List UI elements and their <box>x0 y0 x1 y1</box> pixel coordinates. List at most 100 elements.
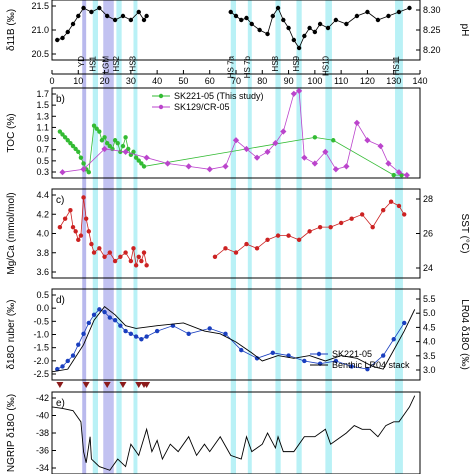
data-point <box>120 143 126 149</box>
data-point <box>302 33 307 39</box>
data-point <box>136 9 141 15</box>
data-point <box>101 145 108 153</box>
data-point <box>206 166 213 173</box>
data-point <box>375 17 381 23</box>
data-point <box>396 9 402 15</box>
y2-tick-label: 8.25 <box>423 25 441 35</box>
y-tick-label: -2.0 <box>33 356 49 366</box>
data-point <box>228 9 233 15</box>
y2-tick-label: 8.30 <box>423 5 441 15</box>
data-point <box>381 353 386 358</box>
data-point <box>239 347 244 353</box>
age-marker-triangle <box>119 382 127 388</box>
data-point <box>391 172 396 178</box>
event-label: HS 7a <box>226 55 235 78</box>
data-point <box>233 250 239 255</box>
data-point <box>107 250 113 255</box>
data-point <box>68 140 73 146</box>
data-point <box>388 199 394 204</box>
data-point <box>391 337 396 342</box>
data-point <box>280 128 287 135</box>
data-point <box>81 331 86 337</box>
event-label: HS2 <box>112 55 121 71</box>
y-tick-label: 1.3 <box>36 111 49 121</box>
event-label: HS11 <box>392 55 401 75</box>
event-band <box>296 0 302 474</box>
data-point <box>333 358 339 364</box>
data-point <box>370 224 375 230</box>
y2-tick-label: 8.20 <box>423 45 441 55</box>
data-point <box>65 138 70 143</box>
x-tick-label: 100 <box>307 76 322 86</box>
data-point <box>365 9 370 15</box>
data-point <box>186 331 191 337</box>
data-point <box>143 154 150 161</box>
data-point <box>307 25 312 31</box>
event-band <box>103 0 114 474</box>
y-tick-label: -38 <box>36 428 49 438</box>
data-point <box>112 318 118 323</box>
y-tick-label: -1.5 <box>33 343 49 353</box>
data-point <box>338 220 344 226</box>
y-tick-label: -40 <box>36 411 49 421</box>
data-point <box>296 237 302 243</box>
x-tick-label: 120 <box>360 76 375 86</box>
event-label: HS 7b <box>243 55 252 78</box>
data-point <box>144 13 149 19</box>
y-tick-label: -34 <box>36 463 49 473</box>
series-line <box>57 7 147 41</box>
y2-tick-label: 26 <box>423 229 433 239</box>
y-tick-label: 0.9 <box>36 134 49 144</box>
data-point <box>133 263 139 268</box>
event-label: HS8 <box>271 55 280 71</box>
data-point <box>131 149 136 155</box>
y-tick-label: 0.0 <box>36 303 49 313</box>
data-point <box>144 334 149 339</box>
x-tick-label: 20 <box>100 76 110 86</box>
event-label: LGM <box>102 56 111 74</box>
event-band <box>133 0 138 474</box>
data-point <box>399 172 404 178</box>
y2-tick-label: 3.5 <box>423 351 436 361</box>
data-point <box>131 246 136 251</box>
data-point <box>128 258 134 264</box>
data-point <box>286 25 291 31</box>
y-tick-label: 4.0 <box>36 229 49 239</box>
x-tick-label: 70 <box>231 76 241 86</box>
y-tick-label: 21.5 <box>31 1 49 11</box>
data-point <box>128 17 134 23</box>
legend-label: SK221-05 (This study) <box>174 91 264 101</box>
legend-swatch-marker <box>158 104 164 110</box>
y-tick-label: 0.3 <box>36 167 49 177</box>
y2-axis-label: SST (°C) <box>459 214 470 254</box>
data-point <box>270 13 275 19</box>
y-tick-label: 4.2 <box>36 209 49 219</box>
data-point <box>349 364 354 369</box>
event-band <box>247 0 252 474</box>
age-marker-triangle <box>135 382 143 388</box>
data-point <box>139 337 144 342</box>
y-tick-label: 4.4 <box>36 190 49 200</box>
data-point <box>136 254 141 260</box>
data-point <box>286 233 291 238</box>
data-point <box>244 15 249 21</box>
y-tick-label: 0.7 <box>36 145 49 155</box>
data-point <box>343 163 350 170</box>
y-tick-label: 20.5 <box>31 49 49 59</box>
data-point <box>403 171 410 179</box>
data-point <box>275 233 281 238</box>
data-point <box>70 143 76 149</box>
data-point <box>222 163 229 170</box>
x-tick-label: 60 <box>205 76 215 86</box>
y-axis-label: Mg/Ca (mmol/mol) <box>6 192 17 274</box>
data-point <box>296 45 302 51</box>
data-point <box>81 195 86 200</box>
panel-label: c) <box>56 195 64 206</box>
data-point <box>212 254 218 260</box>
data-point <box>317 21 323 27</box>
data-point <box>94 126 99 131</box>
data-point <box>68 207 73 213</box>
data-point <box>57 224 63 230</box>
data-point <box>154 328 160 334</box>
data-point <box>333 17 339 23</box>
